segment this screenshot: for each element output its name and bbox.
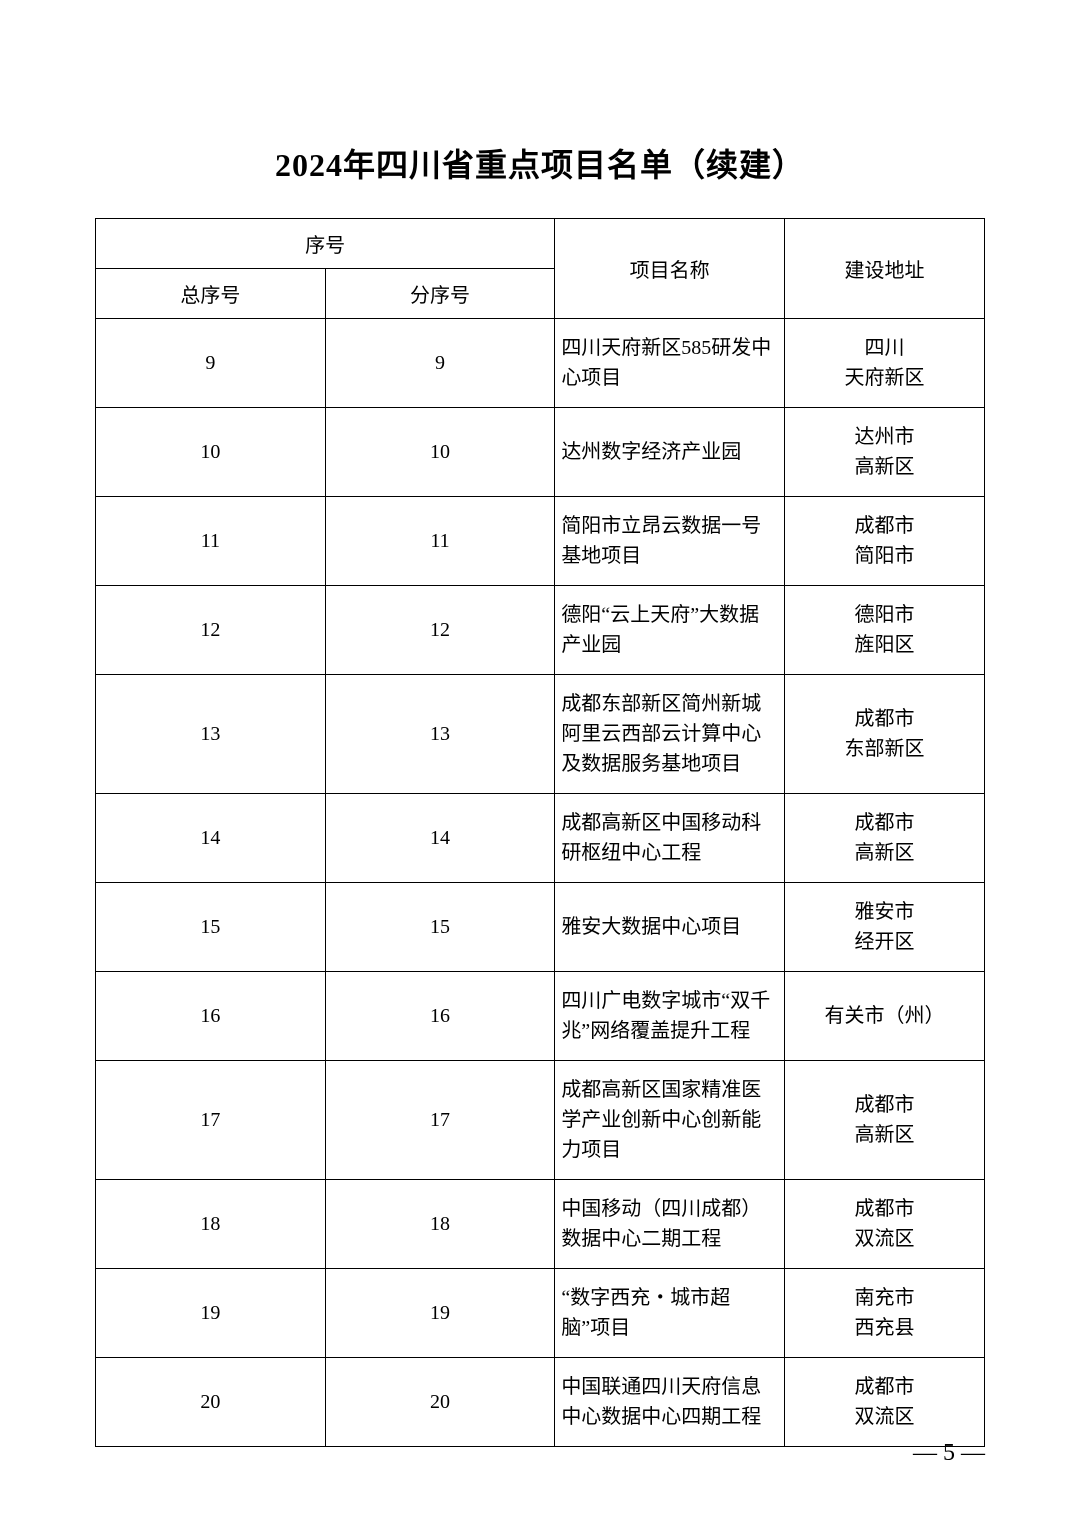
cell-sub: 13 [325, 675, 555, 794]
cell-addr: 南充市 西充县 [785, 1269, 985, 1358]
cell-addr: 成都市 高新区 [785, 794, 985, 883]
cell-addr: 四川 天府新区 [785, 319, 985, 408]
cell-addr: 成都市 双流区 [785, 1358, 985, 1447]
cell-sub: 12 [325, 586, 555, 675]
table-row: 1616四川广电数字城市“双千兆”网络覆盖提升工程有关市（州） [96, 972, 985, 1061]
table-row: 1717成都高新区国家精准医学产业创新中心创新能力项目成都市 高新区 [96, 1061, 985, 1180]
cell-name: 中国联通四川天府信息中心数据中心四期工程 [555, 1358, 785, 1447]
table-row: 99四川天府新区585研发中心项目四川 天府新区 [96, 319, 985, 408]
cell-sub: 19 [325, 1269, 555, 1358]
cell-sub: 9 [325, 319, 555, 408]
cell-name: “数字西充・城市超脑”项目 [555, 1269, 785, 1358]
cell-total: 9 [96, 319, 326, 408]
cell-sub: 20 [325, 1358, 555, 1447]
table-row: 1010达州数字经济产业园达州市 高新区 [96, 408, 985, 497]
cell-name: 德阳“云上天府”大数据产业园 [555, 586, 785, 675]
cell-addr: 成都市 高新区 [785, 1061, 985, 1180]
cell-sub: 15 [325, 883, 555, 972]
header-addr: 建设地址 [785, 219, 985, 319]
table-row: 1919“数字西充・城市超脑”项目南充市 西充县 [96, 1269, 985, 1358]
cell-name: 四川天府新区585研发中心项目 [555, 319, 785, 408]
table-row: 1111简阳市立昂云数据一号基地项目成都市 简阳市 [96, 497, 985, 586]
cell-addr: 雅安市 经开区 [785, 883, 985, 972]
cell-addr: 有关市（州） [785, 972, 985, 1061]
page-number: — 5 — [913, 1440, 985, 1467]
cell-sub: 14 [325, 794, 555, 883]
table-row: 1515雅安大数据中心项目雅安市 经开区 [96, 883, 985, 972]
cell-name: 成都东部新区简州新城阿里云西部云计算中心及数据服务基地项目 [555, 675, 785, 794]
cell-addr: 达州市 高新区 [785, 408, 985, 497]
cell-total: 16 [96, 972, 326, 1061]
cell-addr: 成都市 东部新区 [785, 675, 985, 794]
table-row: 1212德阳“云上天府”大数据产业园德阳市 旌阳区 [96, 586, 985, 675]
header-xuhao: 序号 [96, 219, 555, 269]
cell-name: 成都高新区国家精准医学产业创新中心创新能力项目 [555, 1061, 785, 1180]
cell-total: 12 [96, 586, 326, 675]
cell-name: 四川广电数字城市“双千兆”网络覆盖提升工程 [555, 972, 785, 1061]
cell-total: 15 [96, 883, 326, 972]
cell-name: 成都高新区中国移动科研枢纽中心工程 [555, 794, 785, 883]
cell-total: 11 [96, 497, 326, 586]
cell-addr: 德阳市 旌阳区 [785, 586, 985, 675]
cell-name: 简阳市立昂云数据一号基地项目 [555, 497, 785, 586]
header-sub: 分序号 [325, 269, 555, 319]
cell-name: 达州数字经济产业园 [555, 408, 785, 497]
cell-sub: 16 [325, 972, 555, 1061]
cell-addr: 成都市 简阳市 [785, 497, 985, 586]
table-row: 1414成都高新区中国移动科研枢纽中心工程成都市 高新区 [96, 794, 985, 883]
table-row: 2020中国联通四川天府信息中心数据中心四期工程成都市 双流区 [96, 1358, 985, 1447]
cell-total: 10 [96, 408, 326, 497]
header-name: 项目名称 [555, 219, 785, 319]
table-body: 99四川天府新区585研发中心项目四川 天府新区1010达州数字经济产业园达州市… [96, 319, 985, 1447]
cell-addr: 成都市 双流区 [785, 1180, 985, 1269]
cell-name: 中国移动（四川成都）数据中心二期工程 [555, 1180, 785, 1269]
table-row: 1313成都东部新区简州新城阿里云西部云计算中心及数据服务基地项目成都市 东部新… [96, 675, 985, 794]
cell-total: 18 [96, 1180, 326, 1269]
project-table: 序号 项目名称 建设地址 总序号 分序号 99四川天府新区585研发中心项目四川… [95, 218, 985, 1447]
cell-total: 14 [96, 794, 326, 883]
header-total: 总序号 [96, 269, 326, 319]
cell-total: 13 [96, 675, 326, 794]
cell-sub: 10 [325, 408, 555, 497]
cell-sub: 18 [325, 1180, 555, 1269]
page-title: 2024年四川省重点项目名单（续建） [95, 140, 985, 186]
cell-total: 19 [96, 1269, 326, 1358]
cell-sub: 17 [325, 1061, 555, 1180]
cell-name: 雅安大数据中心项目 [555, 883, 785, 972]
cell-total: 17 [96, 1061, 326, 1180]
cell-total: 20 [96, 1358, 326, 1447]
cell-sub: 11 [325, 497, 555, 586]
table-row: 1818中国移动（四川成都）数据中心二期工程成都市 双流区 [96, 1180, 985, 1269]
